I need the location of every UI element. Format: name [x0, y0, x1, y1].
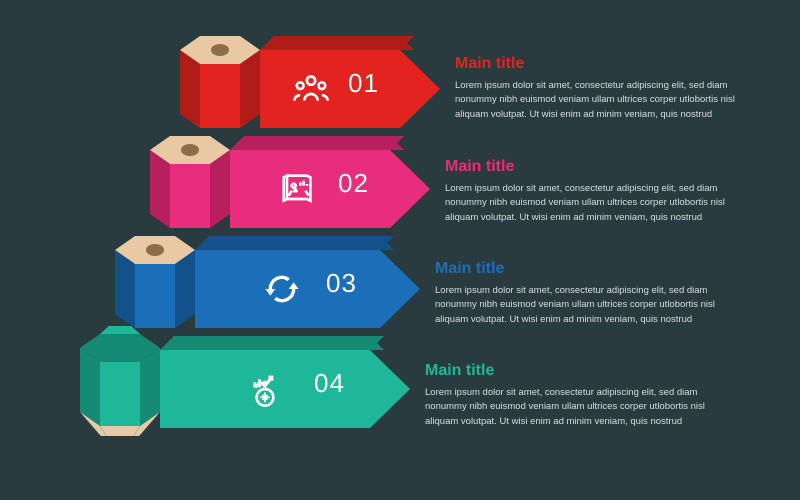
- growth-icon: [238, 362, 292, 416]
- arrow-top-bevel: [230, 136, 404, 150]
- arrow-head: [390, 150, 430, 228]
- arrow-head: [380, 250, 420, 328]
- step-number: 04: [314, 368, 345, 399]
- infographic-container: 01 Main title Lorem ipsum dolor sit amet, …: [0, 0, 800, 500]
- arrow-head-bevel: [380, 236, 394, 250]
- arrow-head-bevel: [370, 336, 384, 350]
- step-body: Lorem ipsum dolor sit amet, consectetur …: [455, 79, 755, 122]
- text-block-2: Main title Lorem ipsum dolor sit amet, co…: [445, 158, 745, 225]
- plan-icon: [270, 162, 324, 216]
- people-icon: [284, 62, 338, 116]
- text-block-3: Main title Lorem ipsum dolor sit amet, co…: [435, 260, 735, 327]
- arrow-top-bevel: [195, 236, 394, 250]
- step-title: Main title: [445, 158, 745, 176]
- arrow-top-bevel: [160, 336, 384, 350]
- arrow-head-bevel: [400, 36, 414, 50]
- step-title: Main title: [425, 362, 725, 380]
- recycle-icon: [255, 262, 309, 316]
- pencil-tip: [80, 350, 160, 428]
- pencil-end: [150, 150, 230, 228]
- arrow-head: [370, 350, 410, 428]
- pencil-end: [115, 250, 195, 328]
- step-number: 02: [338, 168, 369, 199]
- step-number: 01: [348, 68, 379, 99]
- step-body: Lorem ipsum dolor sit amet, consectetur …: [445, 182, 745, 225]
- text-block-4: Main title Lorem ipsum dolor sit amet, co…: [425, 362, 725, 429]
- step-title: Main title: [435, 260, 735, 278]
- arrow-top-bevel: [260, 36, 414, 50]
- arrow-head-bevel: [390, 136, 404, 150]
- pencil-end: [180, 50, 260, 128]
- step-title: Main title: [455, 55, 755, 73]
- step-number: 03: [326, 268, 357, 299]
- step-body: Lorem ipsum dolor sit amet, consectetur …: [425, 386, 725, 429]
- step-body: Lorem ipsum dolor sit amet, consectetur …: [435, 284, 735, 327]
- arrow-head: [400, 50, 440, 128]
- text-block-1: Main title Lorem ipsum dolor sit amet, co…: [455, 55, 755, 122]
